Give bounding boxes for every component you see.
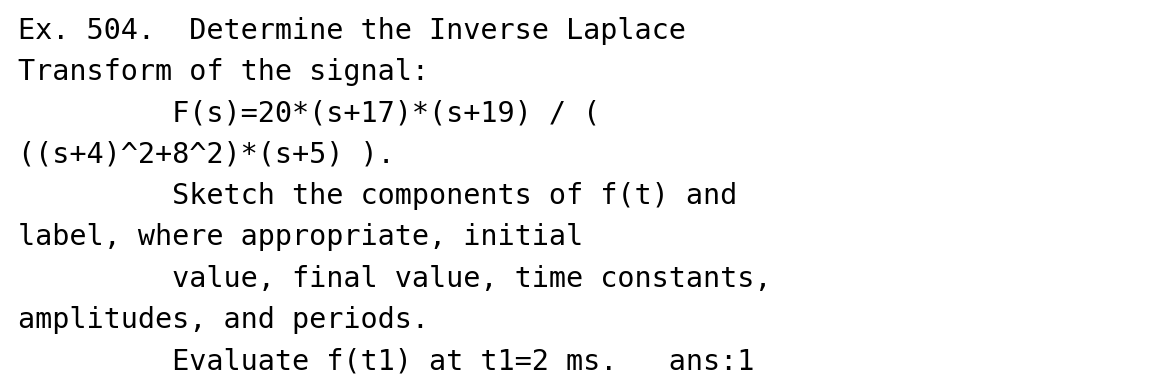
Text: value, final value, time constants,: value, final value, time constants, xyxy=(18,265,771,293)
Text: label, where appropriate, initial: label, where appropriate, initial xyxy=(18,223,583,251)
Text: Ex. 504.  Determine the Inverse Laplace: Ex. 504. Determine the Inverse Laplace xyxy=(18,17,686,45)
Text: amplitudes, and periods.: amplitudes, and periods. xyxy=(18,306,428,334)
Text: F(s)=20*(s+17)*(s+19) / (: F(s)=20*(s+17)*(s+19) / ( xyxy=(18,100,600,128)
Text: Transform of the signal:: Transform of the signal: xyxy=(18,58,428,86)
Text: Evaluate f(t1) at t1=2 ms.   ans:1: Evaluate f(t1) at t1=2 ms. ans:1 xyxy=(18,347,753,375)
Text: ((s+4)^2+8^2)*(s+5) ).: ((s+4)^2+8^2)*(s+5) ). xyxy=(18,141,394,169)
Text: Sketch the components of f(t) and: Sketch the components of f(t) and xyxy=(18,182,737,210)
